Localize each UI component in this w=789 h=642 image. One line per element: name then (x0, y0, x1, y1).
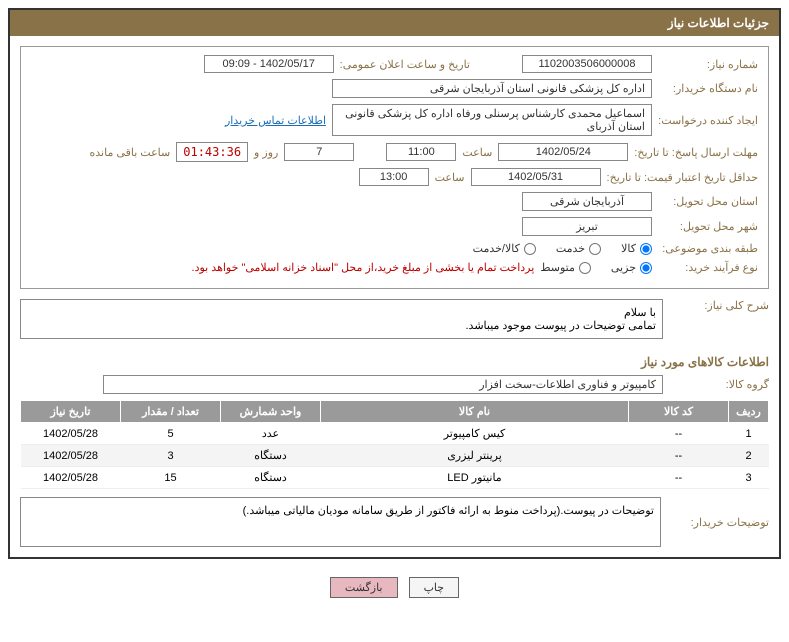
remaining-label: ساعت باقی مانده (90, 146, 171, 159)
radio-medium[interactable]: متوسط (540, 261, 591, 274)
announce-label: تاریخ و ساعت اعلان عمومی: (340, 58, 470, 71)
back-button[interactable]: بازگشت (330, 577, 398, 598)
desc-box: با سلام تمامی توضیحات در پیوست موجود میب… (20, 299, 663, 339)
th-code: کد کالا (629, 401, 729, 423)
delivery-province: آذربایجان شرقی (522, 192, 652, 211)
buyer-org-value: اداره کل پزشکی قانونی استان آذربایجان شر… (332, 79, 652, 98)
delivery-city: تبریز (522, 217, 652, 236)
days-remaining: 7 (284, 143, 354, 161)
cell-date: 1402/05/28 (21, 467, 121, 489)
reply-time-label: ساعت (462, 146, 492, 159)
delivery-province-label: استان محل تحویل: (658, 195, 758, 208)
buyer-note-box: توضیحات در پیوست.(پرداخت منوط به ارائه ف… (20, 497, 661, 547)
cell-code: -- (629, 445, 729, 467)
cell-code: -- (629, 423, 729, 445)
cell-code: -- (629, 467, 729, 489)
radio-goods-service-input[interactable] (524, 243, 536, 255)
buyer-note-label: توضیحات خریدار: (669, 516, 769, 529)
radio-goods[interactable]: کالا (621, 242, 652, 255)
radio-minor[interactable]: جزیی (611, 261, 652, 274)
days-and-label: روز و (254, 146, 278, 159)
cell-n: 2 (729, 445, 769, 467)
cell-unit: عدد (221, 423, 321, 445)
group-label: گروه کالا: (669, 378, 769, 391)
cell-n: 3 (729, 467, 769, 489)
need-no-label: شماره نیاز: (658, 58, 758, 71)
cell-name: کیس کامپیوتر (321, 423, 629, 445)
reply-deadline-label: مهلت ارسال پاسخ: تا تاریخ: (634, 146, 758, 159)
radio-goods-service[interactable]: کالا/خدمت (473, 242, 536, 255)
delivery-city-label: شهر محل تحویل: (658, 220, 758, 233)
need-no-value: 1102003506000008 (522, 55, 652, 73)
radio-goods-service-label: کالا/خدمت (473, 242, 520, 255)
cell-date: 1402/05/28 (21, 423, 121, 445)
panel-header: جزئیات اطلاعات نیاز (10, 10, 779, 36)
table-row: 1 -- کیس کامپیوتر عدد 5 1402/05/28 (21, 423, 769, 445)
buy-type-label: نوع فرآیند خرید: (658, 261, 758, 274)
cell-date: 1402/05/28 (21, 445, 121, 467)
price-time: 13:00 (359, 168, 429, 186)
subject-class-label: طبقه بندی موضوعی: (658, 242, 758, 255)
th-qty: تعداد / مقدار (121, 401, 221, 423)
desc-line1: با سلام (27, 306, 656, 319)
price-time-label: ساعت (435, 171, 465, 184)
countdown-timer: 01:43:36 (176, 142, 248, 162)
reply-time: 11:00 (386, 143, 456, 161)
buy-type-radio-group: جزیی متوسط (540, 261, 652, 274)
reply-date: 1402/05/24 (498, 143, 628, 161)
requester-value: اسماعیل محمدی کارشناس پرسنلی ورفاه اداره… (332, 104, 652, 136)
th-row: ردیف (729, 401, 769, 423)
radio-goods-label: کالا (621, 242, 636, 255)
announce-value: 1402/05/17 - 09:09 (204, 55, 334, 73)
cell-name: پرینتر لیزری (321, 445, 629, 467)
group-value: کامپیوتر و فناوری اطلاعات-سخت افزار (103, 375, 663, 394)
price-date: 1402/05/31 (471, 168, 601, 186)
details-fieldset: شماره نیاز: 1102003506000008 تاریخ و ساع… (20, 46, 769, 289)
radio-minor-input[interactable] (640, 262, 652, 274)
treasury-note: پرداخت تمام یا بخشی از مبلغ خرید،از محل … (192, 261, 535, 274)
table-row: 2 -- پرینتر لیزری دستگاه 3 1402/05/28 (21, 445, 769, 467)
contact-link[interactable]: اطلاعات تماس خریدار (225, 114, 326, 127)
cell-unit: دستگاه (221, 467, 321, 489)
radio-service-input[interactable] (589, 243, 601, 255)
radio-medium-label: متوسط (540, 261, 575, 274)
th-date: تاریخ نیاز (21, 401, 121, 423)
desc-title: شرح کلی نیاز: (669, 299, 769, 312)
cell-unit: دستگاه (221, 445, 321, 467)
th-name: نام کالا (321, 401, 629, 423)
price-valid-label: حداقل تاریخ اعتبار قیمت: تا تاریخ: (607, 171, 758, 184)
subject-radio-group: کالا خدمت کالا/خدمت (473, 242, 652, 255)
table-row: 3 -- مانیتور LED دستگاه 15 1402/05/28 (21, 467, 769, 489)
button-row: چاپ بازگشت (0, 567, 789, 608)
buyer-org-label: نام دستگاه خریدار: (658, 82, 758, 95)
desc-line2: تمامی توضیحات در پیوست موجود میباشد. (27, 319, 656, 332)
radio-service-label: خدمت (556, 242, 585, 255)
th-unit: واحد شمارش (221, 401, 321, 423)
main-panel: جزئیات اطلاعات نیاز شماره نیاز: 11020035… (8, 8, 781, 559)
radio-medium-input[interactable] (579, 262, 591, 274)
print-button[interactable]: چاپ (409, 577, 460, 598)
cell-qty: 15 (121, 467, 221, 489)
cell-qty: 5 (121, 423, 221, 445)
radio-service[interactable]: خدمت (556, 242, 601, 255)
goods-section-title: اطلاعات کالاهای مورد نیاز (20, 355, 769, 369)
requester-label: ایجاد کننده درخواست: (658, 114, 758, 127)
goods-table: ردیف کد کالا نام کالا واحد شمارش تعداد /… (20, 400, 769, 489)
cell-n: 1 (729, 423, 769, 445)
radio-goods-input[interactable] (640, 243, 652, 255)
cell-qty: 3 (121, 445, 221, 467)
cell-name: مانیتور LED (321, 467, 629, 489)
radio-minor-label: جزیی (611, 261, 636, 274)
